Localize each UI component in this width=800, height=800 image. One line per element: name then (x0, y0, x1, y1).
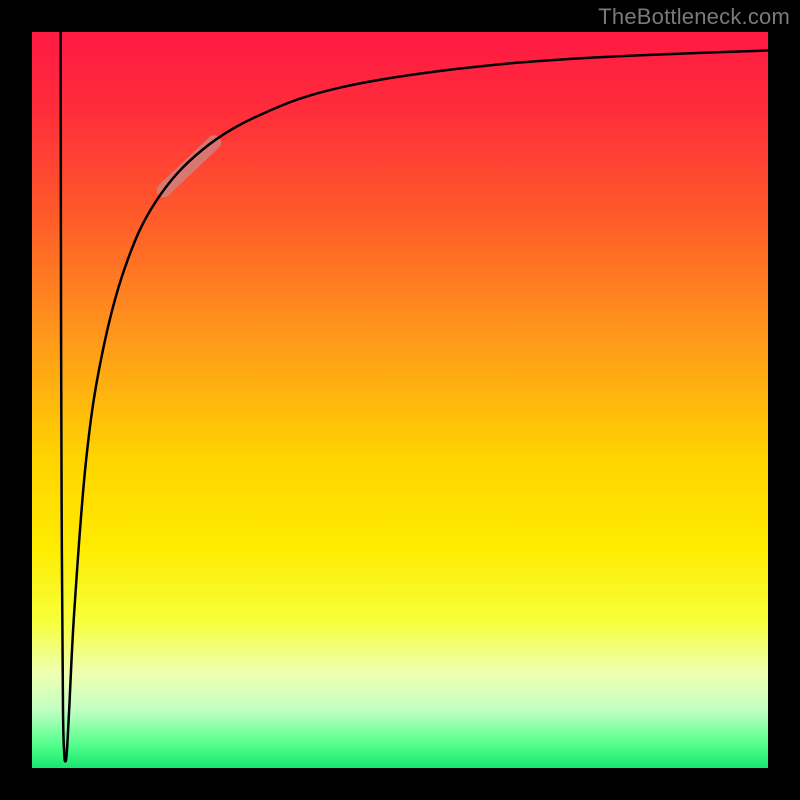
chart-svg (0, 0, 800, 800)
plot-area (32, 32, 768, 768)
bottleneck-chart: TheBottleneck.com (0, 0, 800, 800)
